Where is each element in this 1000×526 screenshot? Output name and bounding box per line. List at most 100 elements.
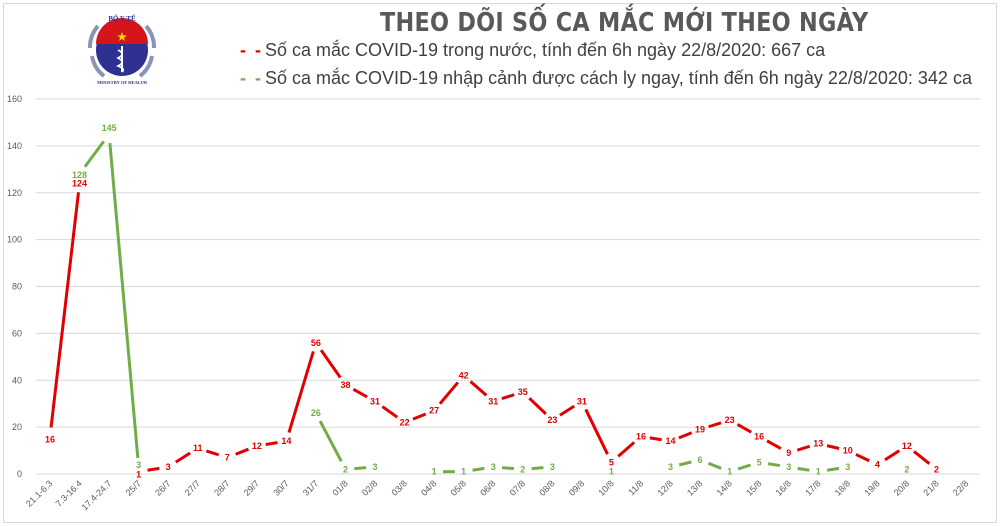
- data-label: 7: [225, 453, 230, 463]
- series-segment: [826, 466, 840, 472]
- x-tick-label: 29/7: [242, 478, 261, 497]
- y-tick-label: 120: [7, 188, 22, 198]
- x-tick-label: 21.1-6.3: [24, 478, 54, 508]
- series-segment: [766, 439, 782, 450]
- data-label: 3: [550, 462, 555, 472]
- data-label: 3: [668, 462, 673, 472]
- data-label: 3: [491, 462, 496, 472]
- svg-text:BỘ Y TẾ: BỘ Y TẾ: [108, 15, 136, 23]
- data-label: 5: [757, 457, 762, 467]
- x-tick-label: 25/7: [124, 478, 143, 497]
- data-label: 128: [72, 170, 87, 180]
- series-segment: [235, 447, 250, 456]
- data-label: 27: [429, 406, 439, 416]
- x-tick-label: 18/8: [833, 478, 852, 497]
- x-tick-label: 28/7: [212, 478, 231, 497]
- data-label: 22: [400, 417, 410, 427]
- x-tick-label: 10/8: [596, 478, 615, 497]
- data-label: 31: [488, 396, 498, 406]
- series-segment: [501, 393, 515, 401]
- x-tick-label: 11/8: [626, 478, 645, 497]
- data-label: 38: [340, 380, 350, 390]
- series-segment: [884, 449, 901, 462]
- data-label: 16: [636, 432, 646, 442]
- legend-label-domestic: Số ca mắc COVID-19 trong nước, tính đến …: [265, 40, 826, 60]
- series-segment: [287, 350, 315, 433]
- data-label: 2: [934, 464, 939, 474]
- y-tick-label: 140: [7, 141, 22, 151]
- data-label: 16: [754, 432, 764, 442]
- series-segment: [767, 462, 781, 468]
- x-tick-label: 20/8: [892, 478, 911, 497]
- x-tick-label: 13/8: [685, 478, 704, 497]
- series-segment: [318, 420, 343, 463]
- x-tick-label: 05/8: [449, 478, 468, 497]
- series-segment: [354, 466, 367, 471]
- series-segment: [147, 466, 160, 472]
- x-tick-label: 17.4-24.7: [80, 478, 114, 512]
- series-segment: [796, 444, 811, 452]
- data-label: 2: [520, 464, 525, 474]
- y-tick-label: 160: [7, 94, 22, 104]
- data-label: 12: [252, 441, 262, 451]
- y-tick-label: 80: [12, 282, 22, 292]
- data-label: 56: [311, 338, 321, 348]
- data-label: 1: [432, 467, 437, 477]
- series-segment: [737, 463, 752, 471]
- data-label: 1: [136, 470, 141, 480]
- data-label: 9: [786, 448, 791, 458]
- data-label: 19: [695, 424, 705, 434]
- data-label: 35: [518, 387, 528, 397]
- x-tick-label: 06/8: [478, 478, 497, 497]
- data-label: 124: [72, 178, 87, 188]
- x-tick-label: 09/8: [567, 478, 586, 497]
- series-segment: [617, 441, 636, 458]
- legend-red-dash-icon: - -: [240, 40, 263, 60]
- data-label: 2: [343, 464, 348, 474]
- svg-text:MINISTRY OF HEALTH: MINISTRY OF HEALTH: [97, 80, 147, 85]
- y-tick-label: 40: [12, 375, 22, 385]
- series-segment: [797, 466, 810, 472]
- x-tick-label: 03/8: [390, 478, 409, 497]
- x-tick-label: 26/7: [153, 478, 172, 497]
- data-label: 31: [577, 396, 587, 406]
- series-segment: [707, 461, 722, 470]
- legend-green-dash-icon: - -: [240, 68, 263, 88]
- series-segment: [649, 436, 662, 442]
- x-tick-label: 31/7: [301, 478, 320, 497]
- data-label: 13: [813, 439, 823, 449]
- series-segment: [678, 431, 693, 440]
- x-tick-label: 16/8: [774, 478, 793, 497]
- series-segment: [352, 387, 368, 399]
- chart-title: THEO DÕI SỐ CA MẮC MỚI THEO NGÀY: [380, 8, 869, 38]
- x-tick-label: 22/8: [951, 478, 970, 497]
- data-label: 10: [843, 446, 853, 456]
- data-label: 1: [609, 467, 614, 477]
- y-tick-label: 0: [17, 469, 22, 479]
- y-tick-label: 60: [12, 328, 22, 338]
- series-segment: [501, 466, 515, 471]
- series-segment: [826, 444, 840, 450]
- series-segment: [174, 451, 191, 464]
- series-segment: [438, 381, 460, 405]
- series-segment: [381, 405, 399, 419]
- data-label: 23: [725, 415, 735, 425]
- data-label: 42: [459, 371, 469, 381]
- series-segment: [736, 423, 753, 434]
- data-label: 11: [193, 443, 203, 453]
- ministry-of-health-logo: BỘ Y TẾ MINISTRY OF HEALTH: [82, 8, 162, 88]
- y-tick-label: 20: [12, 422, 22, 432]
- series-segment: [319, 349, 342, 379]
- series-segment: [913, 450, 931, 465]
- series-segment: [559, 404, 576, 417]
- x-tick-label: 17/8: [803, 478, 822, 497]
- legend-item-imported: - - Số ca mắc COVID-19 nhập cảnh được cá…: [240, 68, 972, 89]
- data-label: 2: [904, 464, 909, 474]
- series-segment: [855, 453, 870, 463]
- data-label: 3: [786, 462, 791, 472]
- y-tick-label: 100: [7, 235, 22, 245]
- series-segment: [108, 142, 140, 459]
- x-tick-label: 08/8: [537, 478, 556, 497]
- data-label: 3: [136, 460, 141, 470]
